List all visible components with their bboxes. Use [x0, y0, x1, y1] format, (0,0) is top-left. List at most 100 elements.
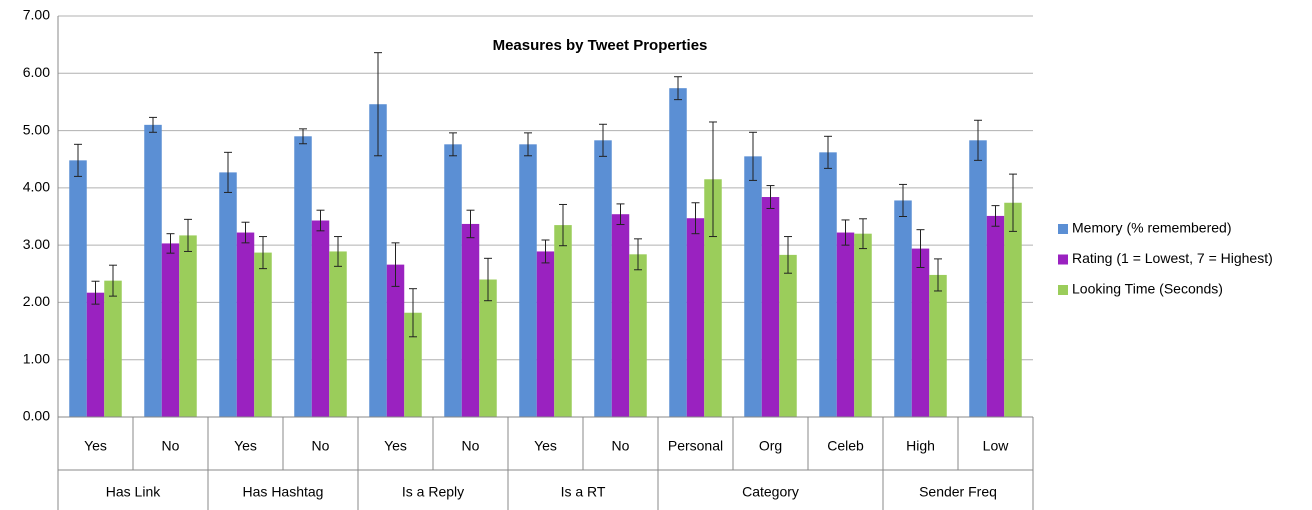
legend-label: Looking Time (Seconds) — [1072, 281, 1223, 297]
x-tick-label: Yes — [84, 438, 107, 454]
y-tick-label: 4.00 — [23, 179, 50, 195]
bar — [986, 215, 1005, 417]
legend-swatch — [1058, 254, 1068, 265]
x-tick-label: No — [162, 438, 180, 454]
error-bar — [691, 202, 700, 235]
bar — [329, 251, 347, 417]
error-bar — [484, 257, 492, 302]
group-label: Is a Reply — [402, 484, 464, 500]
bar — [479, 279, 497, 417]
bar — [254, 252, 272, 417]
bar — [611, 214, 630, 417]
bar — [536, 251, 555, 417]
error-bar — [559, 203, 567, 247]
y-tick-label: 5.00 — [23, 121, 50, 137]
x-tick-label: No — [312, 438, 330, 454]
error-bar — [391, 242, 400, 287]
bar — [929, 274, 947, 417]
error-bar — [674, 76, 682, 101]
error-bar — [184, 218, 192, 252]
y-tick-label: 0.00 — [23, 408, 50, 424]
bar — [704, 179, 722, 417]
error-bar — [409, 288, 417, 338]
bar — [219, 172, 237, 417]
bar — [854, 233, 872, 417]
bar — [311, 220, 330, 417]
bar — [179, 235, 197, 417]
error-bar — [541, 239, 550, 264]
error-bar — [859, 218, 867, 250]
chart-title: Measures by Tweet Properties — [493, 37, 708, 54]
bar — [836, 232, 855, 417]
error-bar — [824, 135, 832, 169]
bar — [911, 248, 930, 417]
error-bar — [974, 119, 982, 161]
bar — [386, 264, 405, 417]
x-tick-label: High — [906, 438, 935, 454]
bar — [404, 312, 422, 417]
bar — [519, 144, 537, 417]
bar — [86, 292, 105, 417]
error-bar — [466, 209, 475, 239]
bar — [444, 144, 462, 417]
error-bar — [259, 236, 267, 270]
bar — [819, 152, 837, 417]
error-bar — [934, 258, 942, 292]
group-label: Has Link — [106, 484, 161, 500]
y-tick-label: 1.00 — [23, 350, 50, 366]
bar — [686, 218, 705, 417]
bar — [461, 223, 480, 417]
error-bar — [224, 151, 232, 193]
bar — [144, 124, 162, 417]
bar — [969, 140, 987, 417]
legend-label: Memory (% remembered) — [1072, 220, 1231, 236]
bar — [629, 254, 647, 417]
x-tick-label: Yes — [534, 438, 557, 454]
bar — [69, 160, 87, 418]
error-bar — [599, 123, 607, 157]
y-tick-label: 3.00 — [23, 236, 50, 252]
bar — [669, 88, 687, 418]
error-bar — [109, 264, 117, 297]
error-bar — [299, 128, 307, 145]
error-bar — [74, 143, 82, 177]
error-bar — [241, 221, 250, 244]
error-bar — [374, 52, 382, 157]
x-tick-label: Low — [983, 438, 1010, 454]
bar — [779, 254, 797, 417]
bar — [744, 156, 762, 417]
error-bar — [334, 236, 342, 267]
error-bar — [616, 203, 625, 226]
legend-label: Rating (1 = Lowest, 7 = Highest) — [1072, 250, 1273, 266]
legend-swatch — [1058, 285, 1068, 295]
x-tick-label: Org — [759, 438, 782, 454]
group-label: Has Hashtag — [243, 484, 324, 500]
bar — [554, 225, 572, 417]
x-tick-label: Celeb — [827, 438, 864, 454]
error-bar — [149, 116, 157, 133]
bar — [104, 280, 122, 417]
error-bar — [91, 280, 100, 305]
group-label: Is a RT — [561, 484, 606, 500]
error-bar — [634, 238, 642, 271]
error-bar — [784, 236, 792, 274]
bar — [894, 200, 912, 417]
y-tick-label: 7.00 — [23, 7, 50, 23]
error-bar — [316, 209, 325, 232]
bar — [161, 243, 180, 417]
error-bar — [841, 219, 850, 246]
x-tick-label: No — [462, 438, 480, 454]
bar — [761, 197, 780, 417]
error-bar — [524, 132, 532, 157]
error-bar — [449, 132, 457, 157]
error-bar — [1009, 173, 1017, 232]
error-bar — [766, 185, 775, 209]
x-tick-label: Personal — [668, 438, 723, 454]
y-tick-label: 2.00 — [23, 293, 50, 309]
error-bar — [749, 131, 757, 181]
group-label: Sender Freq — [919, 484, 997, 500]
bar — [594, 140, 612, 417]
bar — [1004, 202, 1022, 417]
bar — [236, 232, 255, 417]
